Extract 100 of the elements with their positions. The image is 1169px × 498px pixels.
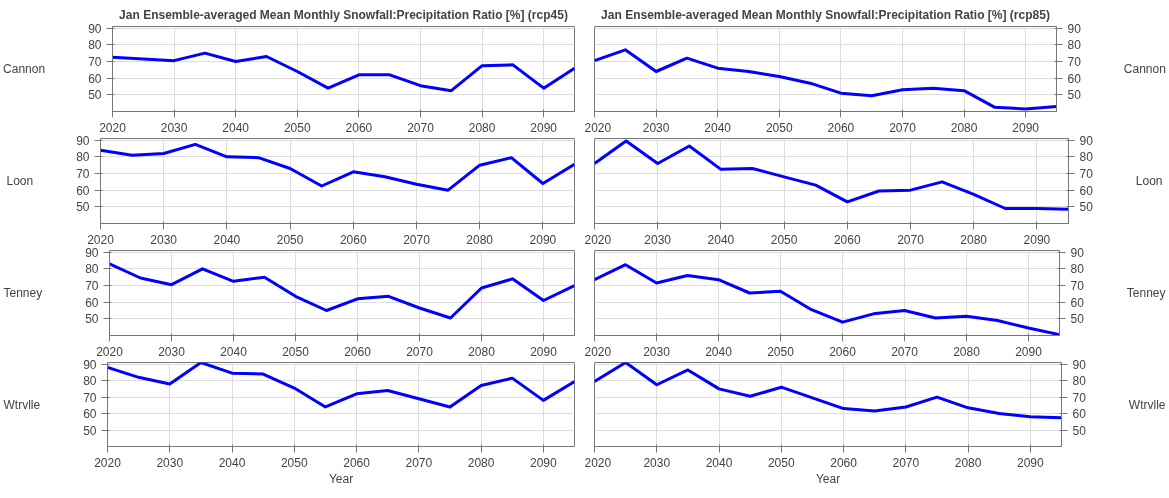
y2-axis-title: Loon xyxy=(1135,174,1163,188)
x-tick-label: 2030 xyxy=(642,120,670,135)
line-series xyxy=(594,362,1062,420)
y-tick-label: 90 xyxy=(83,357,97,372)
x-tick-label: 2080 xyxy=(468,344,496,359)
y-tick-label: 90 xyxy=(88,21,102,36)
y2-tick-label: 50 xyxy=(1067,88,1082,103)
x-tick-label: 2040 xyxy=(705,344,733,359)
x-tick-label: 2080 xyxy=(960,232,988,247)
line-series xyxy=(112,51,575,93)
x-tick-label: 2050 xyxy=(276,232,304,247)
x-tick-label: 2020 xyxy=(584,455,612,470)
x-tick-label: 2060 xyxy=(827,120,855,135)
x-tick-label: 2040 xyxy=(222,120,250,135)
x-tick-label: 2020 xyxy=(99,120,127,135)
y2-tick-label: 50 xyxy=(1070,312,1085,327)
x-tick-label: 2090 xyxy=(530,455,558,470)
x-tick-label: 2070 xyxy=(405,455,433,470)
x-tick-label: 2070 xyxy=(892,455,920,470)
y-tick-label: 90 xyxy=(85,245,99,260)
x-tick-label: 2040 xyxy=(220,344,248,359)
x-tick-label: 2030 xyxy=(643,455,671,470)
x-axis-title: Year xyxy=(328,471,354,486)
y2-tick-label: 70 xyxy=(1067,55,1082,69)
x-tick-label: 2060 xyxy=(830,455,858,470)
line-series xyxy=(594,48,1057,111)
y2-tick-label: 70 xyxy=(1079,167,1094,181)
x-tick-label: 2040 xyxy=(707,232,735,247)
x-tick-label: 2030 xyxy=(644,232,672,247)
x-tick-label: 2070 xyxy=(403,232,431,247)
x-tick-label: 2080 xyxy=(468,120,496,135)
x-tick-label: 2090 xyxy=(1015,344,1043,359)
x-tick-label: 2040 xyxy=(705,455,733,470)
x-tick-label: 2090 xyxy=(1012,120,1040,135)
y-axis-title: Wtrvlle xyxy=(3,397,41,412)
y-tick-label: 60 xyxy=(88,71,102,86)
x-axis-title: Year xyxy=(815,471,841,486)
chart-title: Jan Ensemble-averaged Mean Monthly Snowfall:Precipitation Ratio [%] (rcp85) xyxy=(601,7,1050,22)
x-tick-label: 2030 xyxy=(156,455,184,470)
x-tick-label: 2070 xyxy=(889,120,917,135)
x-tick-label: 2060 xyxy=(344,344,372,359)
y-tick-label: 80 xyxy=(85,262,99,277)
y-tick-label: 70 xyxy=(76,167,90,181)
x-tick-label: 2030 xyxy=(643,344,671,359)
y-tick-label: 70 xyxy=(83,390,97,405)
x-tick-label: 2020 xyxy=(94,455,122,470)
x-tick-label: 2020 xyxy=(87,232,115,247)
y-tick-label: 50 xyxy=(76,200,90,215)
y2-tick-label: 60 xyxy=(1070,295,1085,310)
x-tick-label: 2020 xyxy=(96,344,124,359)
y-tick-label: 70 xyxy=(88,55,102,69)
y2-tick-label: 70 xyxy=(1072,390,1087,405)
y2-axis-title: Cannon xyxy=(1123,62,1166,76)
y2-tick-label: 60 xyxy=(1067,71,1082,86)
x-tick-label: 2040 xyxy=(213,232,241,247)
x-tick-label: 2050 xyxy=(767,455,795,470)
y-tick-label: 70 xyxy=(85,279,99,293)
x-tick-label: 2030 xyxy=(158,344,186,359)
y2-tick-label: 80 xyxy=(1070,262,1085,277)
y-axis-title: Cannon xyxy=(3,62,46,76)
y2-tick-label: 80 xyxy=(1072,374,1087,389)
x-tick-label: 2080 xyxy=(467,455,495,470)
y2-tick-label: 60 xyxy=(1072,407,1087,422)
y-tick-label: 80 xyxy=(83,374,97,389)
x-tick-label: 2050 xyxy=(767,344,795,359)
x-tick-label: 2060 xyxy=(343,455,371,470)
y2-axis-title: Wtrvlle xyxy=(1128,397,1166,412)
x-tick-label: 2090 xyxy=(530,120,558,135)
y-tick-label: 50 xyxy=(88,88,102,103)
x-tick-label: 2060 xyxy=(339,232,367,247)
x-tick-label: 2020 xyxy=(584,344,612,359)
x-tick-label: 2050 xyxy=(280,455,308,470)
y-tick-label: 80 xyxy=(88,38,102,53)
x-tick-label: 2080 xyxy=(953,344,981,359)
x-tick-label: 2020 xyxy=(584,120,612,135)
y-tick-label: 60 xyxy=(85,295,99,310)
line-series xyxy=(109,262,575,320)
x-tick-label: 2040 xyxy=(218,455,246,470)
x-tick-label: 2050 xyxy=(283,120,311,135)
y2-tick-label: 90 xyxy=(1079,133,1094,148)
x-tick-label: 2050 xyxy=(765,120,793,135)
x-tick-label: 2080 xyxy=(950,120,978,135)
x-tick-label: 2060 xyxy=(833,232,861,247)
x-tick-label: 2090 xyxy=(1017,455,1045,470)
y2-tick-label: 90 xyxy=(1072,357,1087,372)
x-tick-label: 2040 xyxy=(704,120,732,135)
x-tick-label: 2060 xyxy=(345,120,373,135)
y-tick-label: 90 xyxy=(76,133,90,148)
y2-tick-label: 90 xyxy=(1070,245,1085,260)
x-tick-label: 2030 xyxy=(150,232,178,247)
y-axis-title: Loon xyxy=(6,174,34,188)
line-series xyxy=(107,362,575,409)
y2-axis-title: Tenney xyxy=(1126,286,1166,300)
x-tick-label: 2070 xyxy=(897,232,925,247)
y2-tick-label: 80 xyxy=(1079,150,1094,165)
y2-tick-label: 50 xyxy=(1072,423,1087,438)
y-tick-label: 50 xyxy=(85,312,99,327)
y2-tick-label: 50 xyxy=(1079,200,1094,215)
x-tick-label: 2090 xyxy=(529,232,557,247)
x-tick-label: 2030 xyxy=(160,120,188,135)
